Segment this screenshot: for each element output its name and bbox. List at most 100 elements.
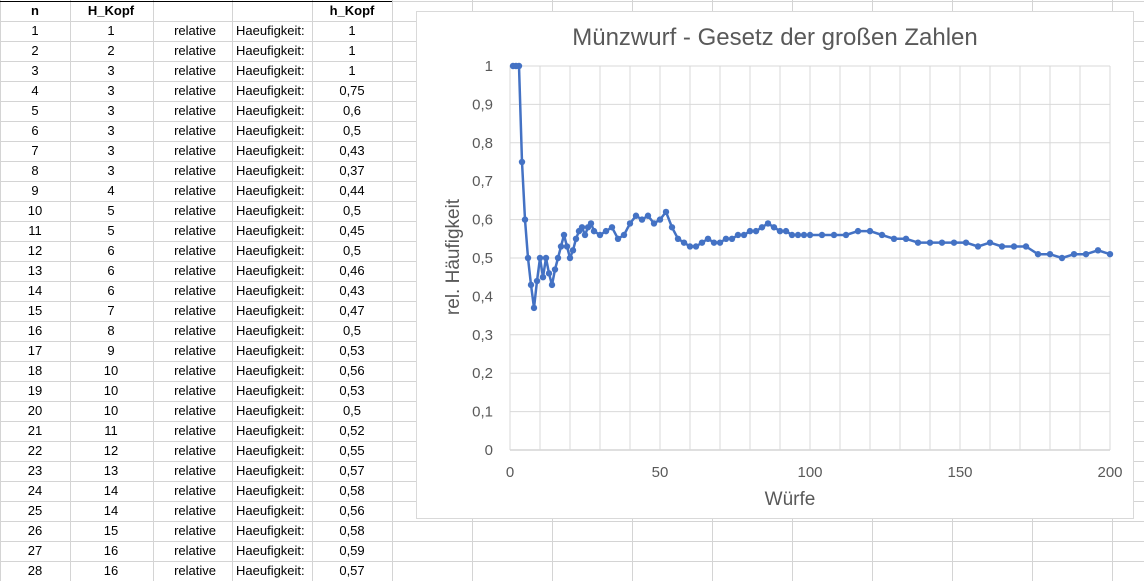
cell-haeufigkeit[interactable]: Haeufigkeit:	[236, 163, 305, 178]
cell-h-kopf[interactable]: 16	[104, 563, 118, 578]
cell-n[interactable]: 6	[31, 123, 38, 138]
cell-n[interactable]: 26	[28, 523, 42, 538]
cell-h-kopf[interactable]: 10	[104, 383, 118, 398]
cell-n[interactable]: 7	[31, 143, 38, 158]
cell-h-kopf-rel[interactable]: 0,45	[339, 223, 364, 238]
cell-h-kopf-rel[interactable]: 0,59	[339, 543, 364, 558]
cell-n[interactable]: 21	[28, 423, 42, 438]
cell-relative[interactable]: relative	[174, 463, 216, 478]
cell-h-kopf[interactable]: 10	[104, 363, 118, 378]
cell-h-kopf[interactable]: 9	[107, 343, 114, 358]
cell-haeufigkeit[interactable]: Haeufigkeit:	[236, 83, 305, 98]
cell-haeufigkeit[interactable]: Haeufigkeit:	[236, 323, 305, 338]
cell-h-kopf[interactable]: 1	[107, 23, 114, 38]
cell-haeufigkeit[interactable]: Haeufigkeit:	[236, 483, 305, 498]
cell-n[interactable]: 25	[28, 503, 42, 518]
cell-h-kopf-rel[interactable]: 0,5	[343, 243, 361, 258]
cell-relative[interactable]: relative	[174, 423, 216, 438]
cell-h-kopf[interactable]: 13	[104, 463, 118, 478]
cell-relative[interactable]: relative	[174, 183, 216, 198]
cell-relative[interactable]: relative	[174, 283, 216, 298]
cell-n[interactable]: 11	[28, 223, 42, 238]
cell-h-kopf-rel[interactable]: 0,58	[339, 523, 364, 538]
cell-h-kopf-rel[interactable]: 0,57	[339, 563, 364, 578]
cell-haeufigkeit[interactable]: Haeufigkeit:	[236, 123, 305, 138]
cell-h-kopf[interactable]: 2	[107, 43, 114, 58]
cell-haeufigkeit[interactable]: Haeufigkeit:	[236, 303, 305, 318]
cell-haeufigkeit[interactable]: Haeufigkeit:	[236, 383, 305, 398]
cell-relative[interactable]: relative	[174, 503, 216, 518]
cell-haeufigkeit[interactable]: Haeufigkeit:	[236, 503, 305, 518]
cell-relative[interactable]: relative	[174, 323, 216, 338]
cell-relative[interactable]: relative	[174, 23, 216, 38]
cell-relative[interactable]: relative	[174, 103, 216, 118]
cell-haeufigkeit[interactable]: Haeufigkeit:	[236, 463, 305, 478]
cell-h-kopf-rel[interactable]: 0,53	[339, 383, 364, 398]
cell-n[interactable]: 28	[28, 563, 42, 578]
cell-relative[interactable]: relative	[174, 483, 216, 498]
cell-haeufigkeit[interactable]: Haeufigkeit:	[236, 183, 305, 198]
cell-h-kopf[interactable]: 3	[107, 163, 114, 178]
cell-relative[interactable]: relative	[174, 143, 216, 158]
cell-n[interactable]: 13	[28, 263, 42, 278]
cell-h-kopf-rel[interactable]: 0,75	[339, 83, 364, 98]
cell-n[interactable]: 1	[31, 23, 38, 38]
cell-n[interactable]: 12	[28, 243, 42, 258]
cell-relative[interactable]: relative	[174, 403, 216, 418]
cell-n[interactable]: 4	[31, 83, 38, 98]
cell-h-kopf[interactable]: 11	[104, 423, 118, 438]
cell-haeufigkeit[interactable]: Haeufigkeit:	[236, 543, 305, 558]
cell-haeufigkeit[interactable]: Haeufigkeit:	[236, 203, 305, 218]
cell-h-kopf-rel[interactable]: 0,55	[339, 443, 364, 458]
cell-haeufigkeit[interactable]: Haeufigkeit:	[236, 103, 305, 118]
cell-h-kopf-rel[interactable]: 0,57	[339, 463, 364, 478]
cell-h-kopf[interactable]: 6	[107, 283, 114, 298]
cell-h-kopf-rel[interactable]: 0,5	[343, 203, 361, 218]
cell-relative[interactable]: relative	[174, 223, 216, 238]
cell-relative[interactable]: relative	[174, 63, 216, 78]
cell-n[interactable]: 9	[31, 183, 38, 198]
cell-h-kopf[interactable]: 7	[107, 303, 114, 318]
cell-relative[interactable]: relative	[174, 523, 216, 538]
cell-n[interactable]: 20	[28, 403, 42, 418]
cell-h-kopf[interactable]: 15	[104, 523, 118, 538]
cell-haeufigkeit[interactable]: Haeufigkeit:	[236, 343, 305, 358]
cell-h-kopf-rel[interactable]: 0,5	[343, 403, 361, 418]
cell-n[interactable]: 2	[31, 43, 38, 58]
cell-h-kopf-rel[interactable]: 0,43	[339, 143, 364, 158]
cell-h-kopf-rel[interactable]: 0,37	[339, 163, 364, 178]
header-h-kopf-rel[interactable]: h_Kopf	[330, 3, 375, 18]
cell-haeufigkeit[interactable]: Haeufigkeit:	[236, 143, 305, 158]
cell-h-kopf[interactable]: 14	[104, 503, 118, 518]
cell-h-kopf[interactable]: 5	[107, 223, 114, 238]
cell-h-kopf[interactable]: 12	[104, 443, 118, 458]
cell-haeufigkeit[interactable]: Haeufigkeit:	[236, 243, 305, 258]
cell-relative[interactable]: relative	[174, 263, 216, 278]
cell-relative[interactable]: relative	[174, 203, 216, 218]
cell-haeufigkeit[interactable]: Haeufigkeit:	[236, 63, 305, 78]
cell-relative[interactable]: relative	[174, 363, 216, 378]
cell-h-kopf[interactable]: 16	[104, 543, 118, 558]
cell-relative[interactable]: relative	[174, 443, 216, 458]
cell-haeufigkeit[interactable]: Haeufigkeit:	[236, 43, 305, 58]
cell-n[interactable]: 18	[28, 363, 42, 378]
cell-h-kopf-rel[interactable]: 0,56	[339, 363, 364, 378]
cell-haeufigkeit[interactable]: Haeufigkeit:	[236, 223, 305, 238]
cell-h-kopf[interactable]: 8	[107, 323, 114, 338]
cell-n[interactable]: 8	[31, 163, 38, 178]
cell-relative[interactable]: relative	[174, 383, 216, 398]
cell-relative[interactable]: relative	[174, 43, 216, 58]
cell-haeufigkeit[interactable]: Haeufigkeit:	[236, 423, 305, 438]
cell-h-kopf-rel[interactable]: 0,52	[339, 423, 364, 438]
cell-relative[interactable]: relative	[174, 563, 216, 578]
cell-h-kopf-rel[interactable]: 0,6	[343, 103, 361, 118]
cell-h-kopf-rel[interactable]: 1	[348, 43, 355, 58]
cell-haeufigkeit[interactable]: Haeufigkeit:	[236, 563, 305, 578]
cell-n[interactable]: 14	[28, 283, 42, 298]
cell-haeufigkeit[interactable]: Haeufigkeit:	[236, 523, 305, 538]
cell-n[interactable]: 15	[28, 303, 42, 318]
cell-relative[interactable]: relative	[174, 543, 216, 558]
cell-h-kopf[interactable]: 3	[107, 83, 114, 98]
cell-relative[interactable]: relative	[174, 123, 216, 138]
cell-relative[interactable]: relative	[174, 343, 216, 358]
